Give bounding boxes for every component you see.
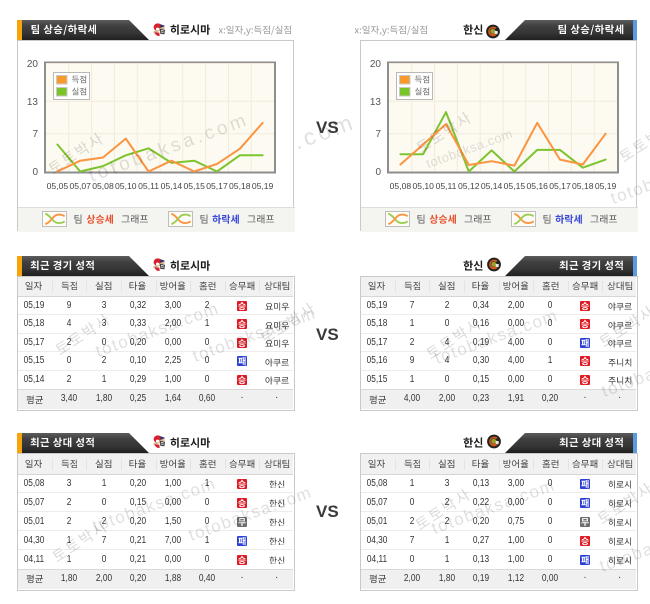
svg-text:05,07: 05,07 bbox=[69, 181, 91, 191]
svg-text:13: 13 bbox=[27, 97, 39, 108]
svg-text:05,15: 05,15 bbox=[183, 181, 205, 191]
svg-text:0: 0 bbox=[375, 167, 381, 178]
svg-text:0: 0 bbox=[32, 167, 38, 178]
svg-text:05,14: 05,14 bbox=[481, 181, 503, 191]
svg-text:05,10: 05,10 bbox=[115, 181, 137, 191]
svg-text:05,19: 05,19 bbox=[595, 181, 617, 191]
svg-text:05,08: 05,08 bbox=[390, 181, 412, 191]
svg-text:05,12: 05,12 bbox=[458, 181, 480, 191]
svg-text:05,10: 05,10 bbox=[412, 181, 434, 191]
svg-text:05,16: 05,16 bbox=[526, 181, 548, 191]
svg-text:05,18: 05,18 bbox=[572, 181, 594, 191]
svg-text:05,14: 05,14 bbox=[161, 181, 183, 191]
svg-text:05,17: 05,17 bbox=[206, 181, 228, 191]
svg-text:05,19: 05,19 bbox=[252, 181, 274, 191]
svg-text:05,11: 05,11 bbox=[436, 181, 457, 191]
svg-text:20: 20 bbox=[27, 59, 39, 70]
svg-text:05,18: 05,18 bbox=[229, 181, 251, 191]
svg-text:7: 7 bbox=[375, 129, 381, 140]
svg-text:20: 20 bbox=[370, 59, 382, 70]
svg-text:05,15: 05,15 bbox=[504, 181, 526, 191]
svg-text:05,08: 05,08 bbox=[92, 181, 114, 191]
svg-text:05,11: 05,11 bbox=[138, 181, 159, 191]
svg-text:13: 13 bbox=[370, 97, 382, 108]
svg-text:05,05: 05,05 bbox=[47, 181, 69, 191]
svg-text:05,17: 05,17 bbox=[549, 181, 571, 191]
svg-text:7: 7 bbox=[32, 129, 38, 140]
